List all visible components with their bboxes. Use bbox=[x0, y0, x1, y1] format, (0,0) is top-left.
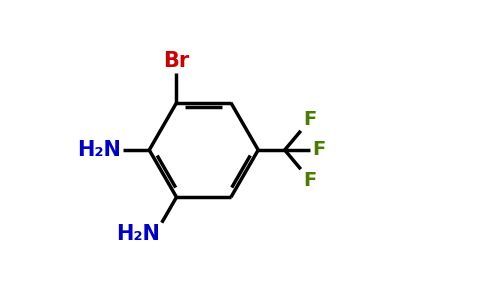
Text: F: F bbox=[313, 140, 326, 160]
Text: H₂N: H₂N bbox=[77, 140, 121, 160]
Text: Br: Br bbox=[164, 51, 190, 71]
Text: H₂N: H₂N bbox=[117, 224, 160, 244]
Text: F: F bbox=[303, 171, 317, 190]
Text: F: F bbox=[303, 110, 317, 129]
